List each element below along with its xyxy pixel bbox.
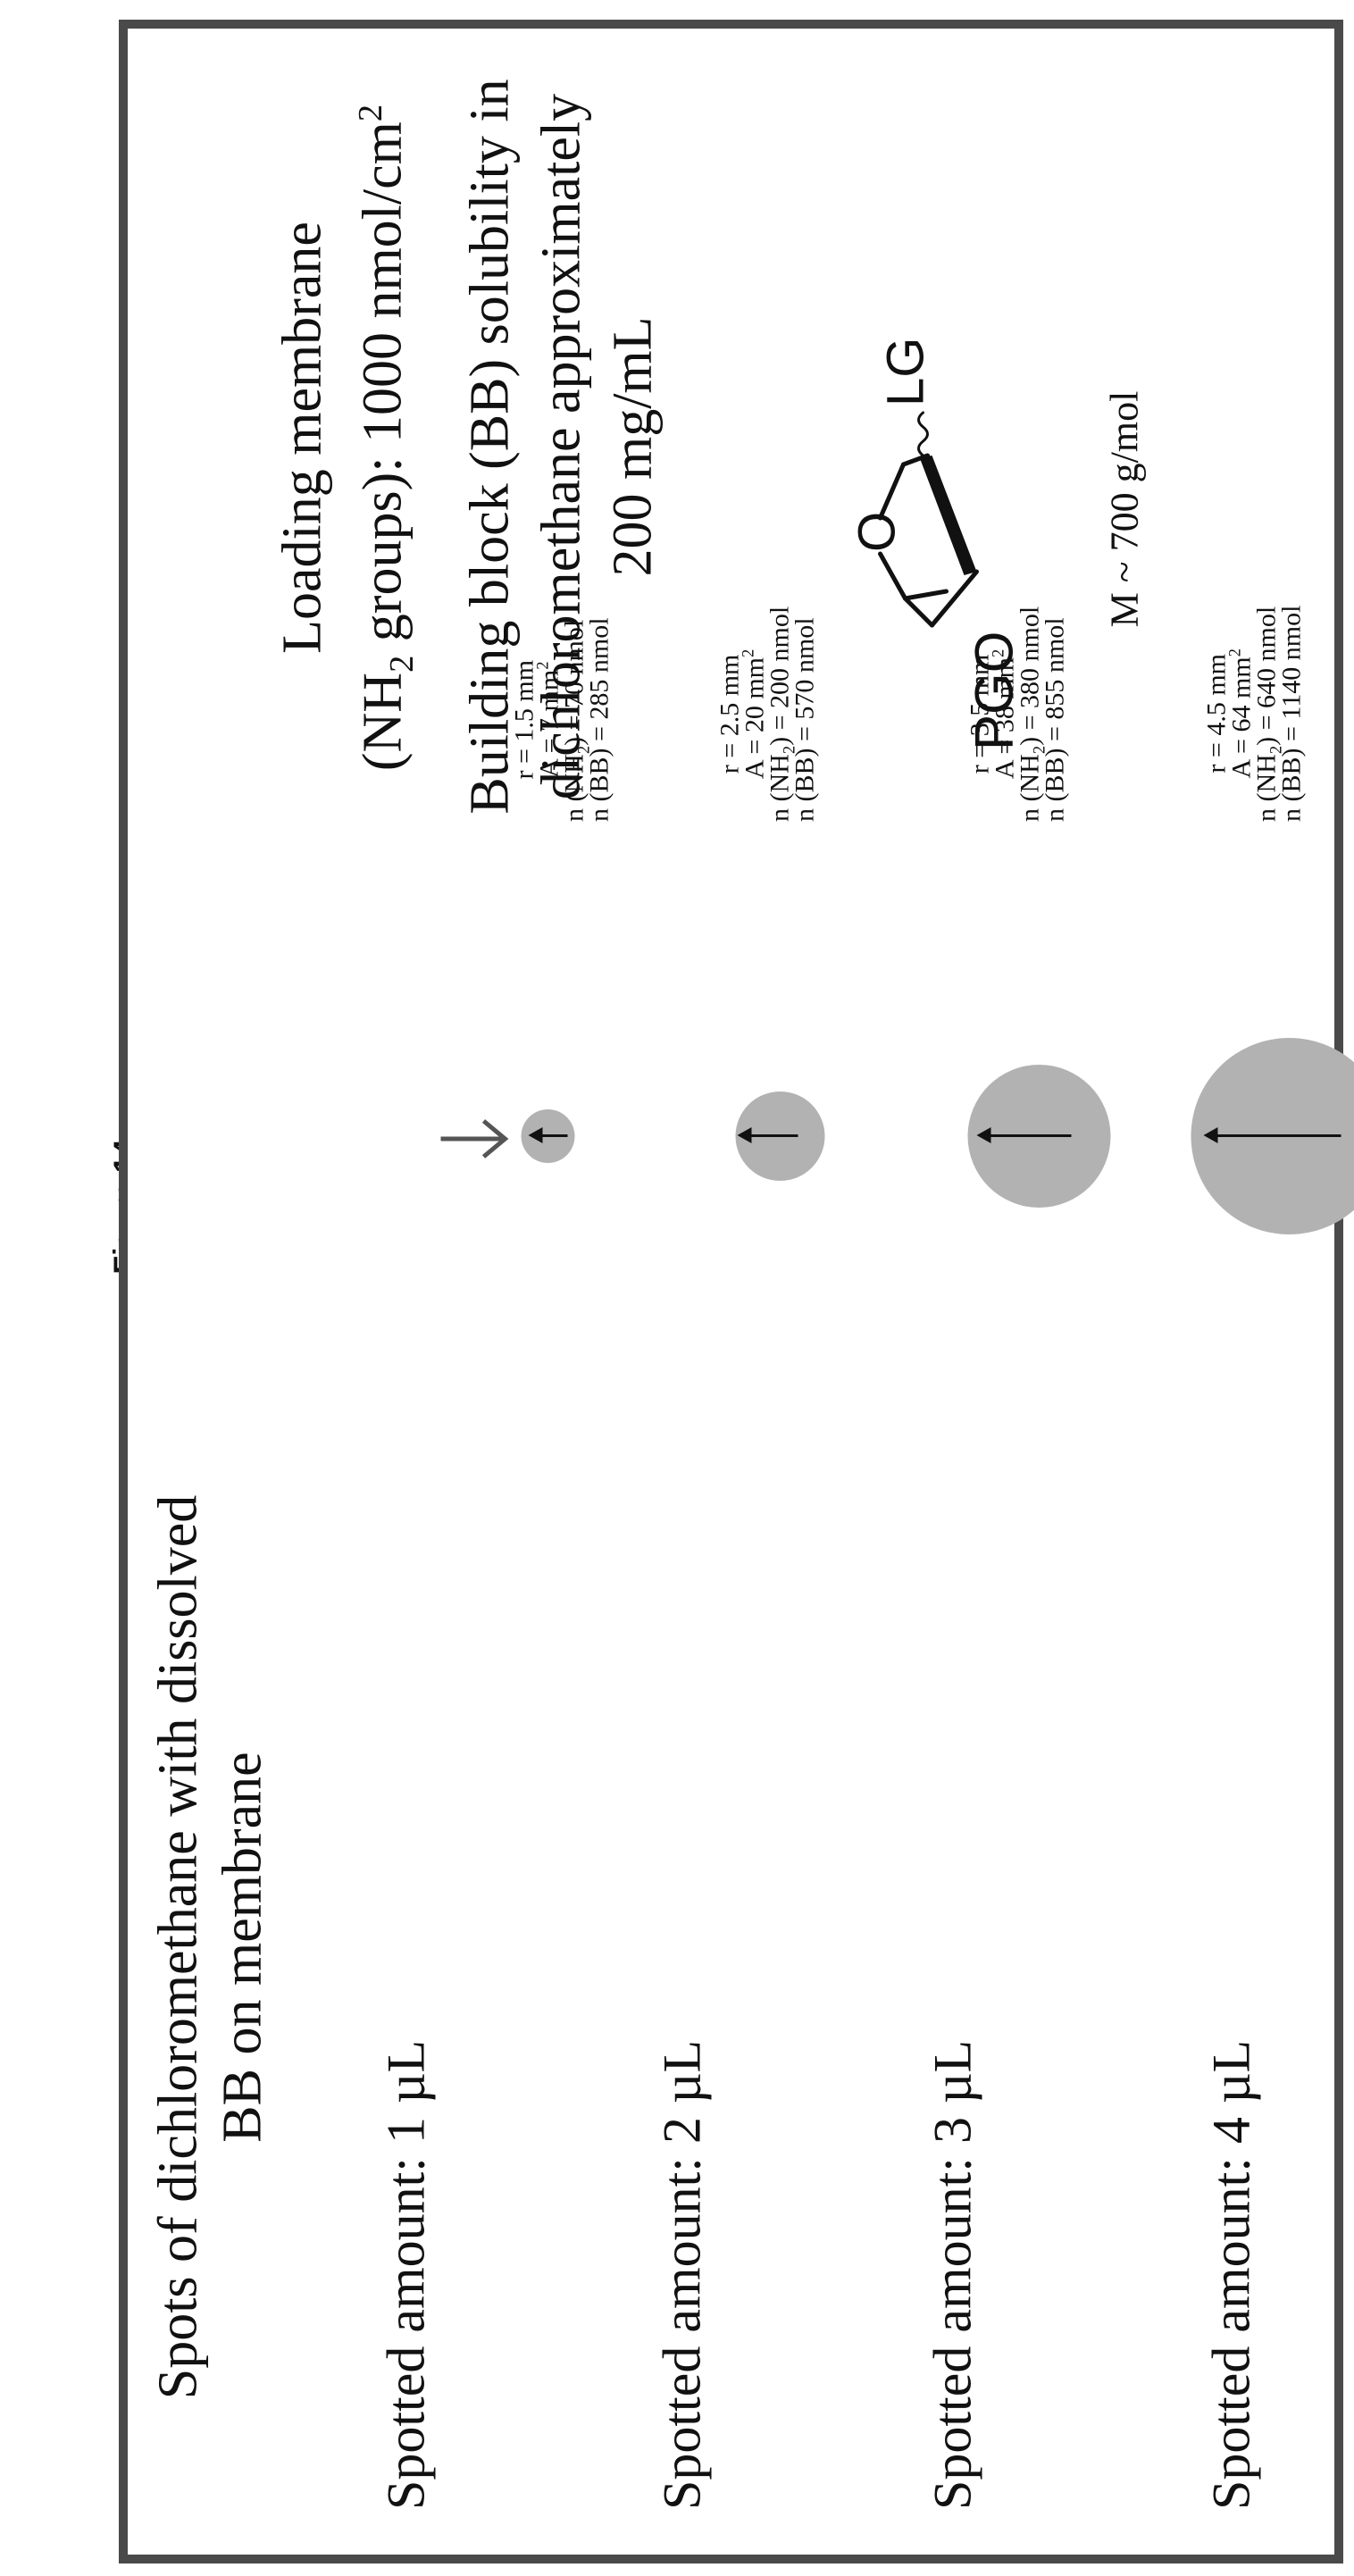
radius-arrowhead-1-icon (528, 1127, 542, 1143)
spotted-amount-label-3: Spotted amount: 3 µL (923, 2039, 982, 2510)
figure-heading: Spots of dichloromethane with dissolved … (147, 1494, 272, 2400)
stat-r-4: r = 4.5 mm (1201, 653, 1231, 774)
stat-r-2: r = 2.5 mm (715, 654, 744, 774)
radius-arrow-2 (749, 1134, 798, 1137)
radius-arrow-4 (1216, 1134, 1341, 1137)
radius-arrowhead-4-icon (1203, 1127, 1217, 1143)
loading-membrane-line1: Loading membrane (272, 222, 332, 654)
pointer-arrow-icon (440, 1119, 508, 1158)
spotted-amount-label-4: Spotted amount: 4 µL (1201, 2039, 1260, 2510)
leaving-group-label: LG (876, 338, 934, 406)
spotted-amount-label-1: Spotted amount: 1 µL (376, 2039, 435, 2510)
stat-area-2: A = 20 mm2 (739, 648, 769, 780)
solubility-line2: dichloromethane approximately (531, 93, 591, 800)
radius-arrowhead-3-icon (976, 1127, 990, 1143)
solubility-line1: Building block (BB) solubility in (459, 79, 520, 815)
stat-nh2-4: n (NH2) = 640 nmol (1251, 606, 1285, 822)
stat-bb-4: n (BB) = 1140 nmol (1276, 605, 1306, 822)
radius-arrow-3 (989, 1134, 1071, 1137)
building-block-structure-icon: PGO O LG (848, 338, 1024, 750)
radius-arrow-1 (540, 1134, 567, 1137)
figure-frame: Spots of dichloromethane with dissolved … (119, 20, 1354, 2563)
spotted-amount-label-2: Spotted amount: 2 µL (652, 2039, 711, 2510)
loading-membrane-line2: (NH2 groups): 1000 nmol/cm2 (351, 104, 421, 772)
stat-nh2-2: n (NH2) = 200 nmol (765, 606, 798, 822)
solubility-line3: 200 mg/mL (602, 316, 663, 577)
radius-arrowhead-2-icon (737, 1127, 751, 1143)
stat-area-4: A = 64 mm2 (1225, 648, 1256, 779)
ring-oxygen-label: O (848, 512, 906, 552)
pgo-label: PGO (964, 631, 1024, 750)
stats-block-4: r = 4.5 mm A = 64 mm2 n (NH2) = 640 nmol… (1201, 605, 1306, 822)
figure-content: Spots of dichloromethane with dissolved … (119, 20, 1354, 2563)
molar-mass-label: M ~ 700 g/mol (1102, 390, 1146, 628)
